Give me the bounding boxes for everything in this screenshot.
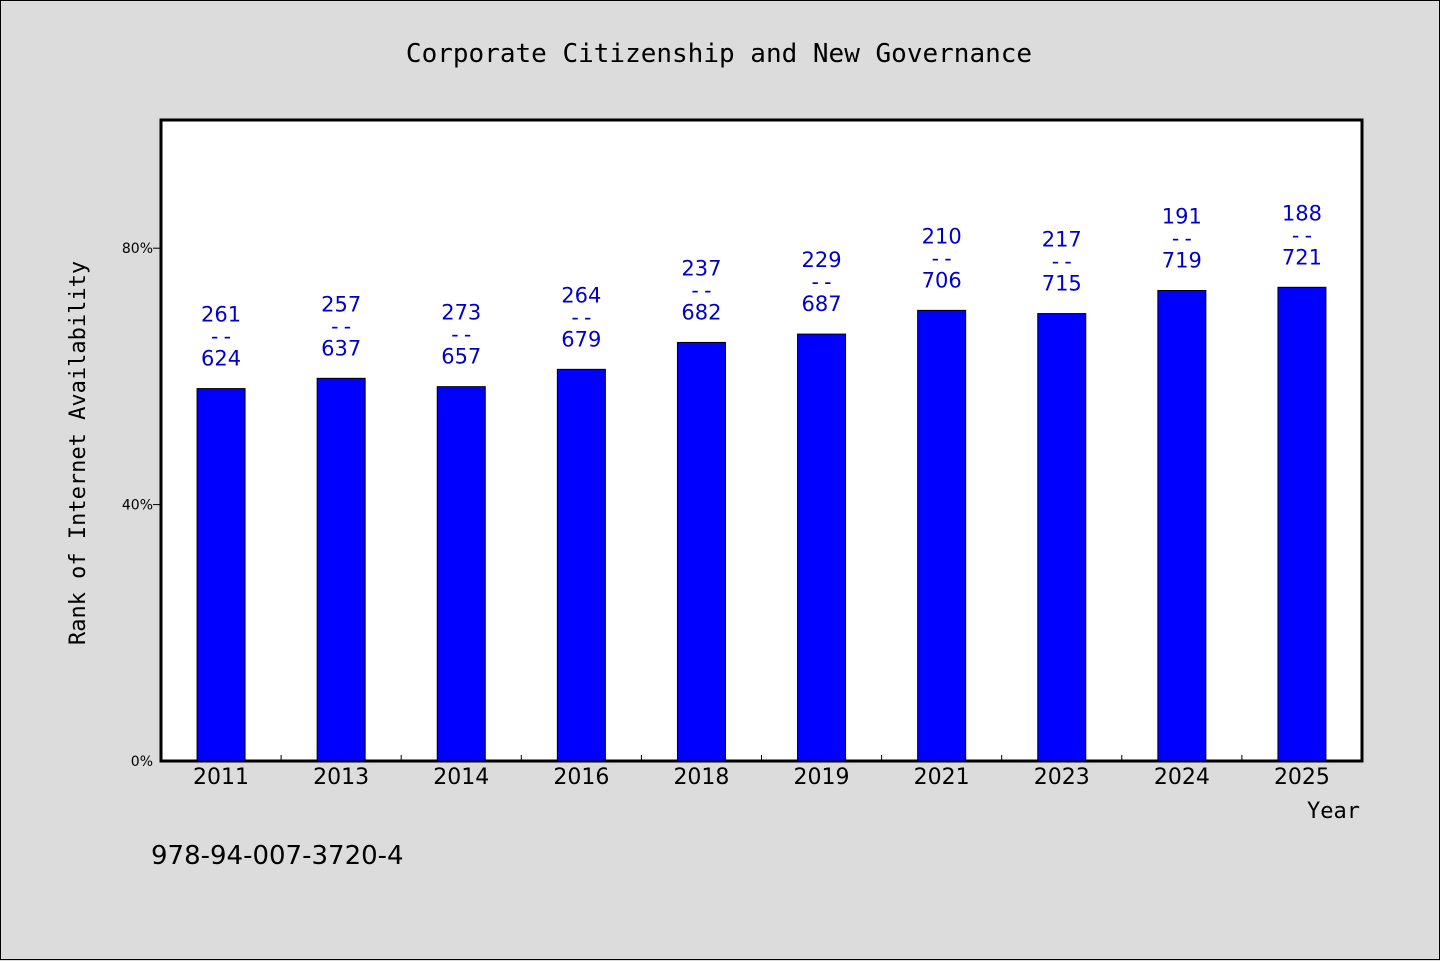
bar-labels-group: 261--624257--637273--657264--679237--682… xyxy=(201,201,1322,370)
chart-title: Corporate Citizenship and New Governance xyxy=(406,39,1032,69)
bar-label-top-2014: 273 xyxy=(441,301,481,325)
bar-label-top-2018: 237 xyxy=(681,256,721,280)
bar-label-sep-2016: -- xyxy=(569,305,594,329)
bar-label-sep-2014: -- xyxy=(449,323,474,347)
bar-label-sep-2018: -- xyxy=(689,278,714,302)
bar-label-bottom-2014: 657 xyxy=(441,345,481,369)
x-tick-label-2018: 2018 xyxy=(673,765,729,790)
bar-label-sep-2021: -- xyxy=(929,246,954,270)
bar-2013 xyxy=(316,377,366,762)
footer-code: 978-94-007-3720-4 xyxy=(151,841,404,871)
bar-label-bottom-2013: 637 xyxy=(321,336,361,360)
y-tick-label: 0% xyxy=(131,754,153,770)
bar-label-sep-2011: -- xyxy=(208,325,233,349)
bar-label-bottom-2024: 719 xyxy=(1162,249,1202,273)
bar-2014 xyxy=(436,386,486,762)
bar-label-sep-2023: -- xyxy=(1049,250,1074,274)
x-tick-label-2024: 2024 xyxy=(1154,765,1210,790)
bar-label-bottom-2025: 721 xyxy=(1282,245,1322,269)
bar-2016 xyxy=(556,368,606,762)
bar-2025 xyxy=(1277,286,1327,762)
x-tick-label-2011: 2011 xyxy=(193,765,249,790)
x-tick-label-2021: 2021 xyxy=(914,765,970,790)
x-tick-label-2013: 2013 xyxy=(313,765,369,790)
bar-label-bottom-2018: 682 xyxy=(681,300,721,324)
bar-label-top-2025: 188 xyxy=(1282,201,1322,225)
bar-label-sep-2019: -- xyxy=(809,270,834,294)
bar-label-top-2016: 264 xyxy=(561,283,601,307)
bar-label-top-2011: 261 xyxy=(201,303,241,327)
y-tick-label: 40% xyxy=(122,498,153,514)
y-tick-label: 80% xyxy=(122,241,153,257)
bar-2011 xyxy=(196,388,246,762)
y-axis-label: Rank of Internet Availability xyxy=(66,261,91,645)
bar-label-bottom-2016: 679 xyxy=(561,327,601,351)
bar-label-bottom-2019: 687 xyxy=(802,292,842,316)
bar-label-top-2013: 257 xyxy=(321,292,361,316)
y-axis-ticks: 0% 40% 80% xyxy=(122,241,161,770)
x-tick-label-2014: 2014 xyxy=(433,765,489,790)
bar-label-top-2024: 191 xyxy=(1162,205,1202,229)
x-tick-label-2019: 2019 xyxy=(794,765,850,790)
bars-group xyxy=(196,286,1327,762)
bar-label-top-2019: 229 xyxy=(802,248,842,272)
bar-label-sep-2024: -- xyxy=(1169,227,1194,251)
bar-2023 xyxy=(1037,313,1087,762)
bar-label-sep-2013: -- xyxy=(329,314,354,338)
bar-2018 xyxy=(676,341,726,762)
bar-label-bottom-2023: 715 xyxy=(1042,272,1082,296)
bar-label-top-2023: 217 xyxy=(1042,228,1082,252)
bar-label-bottom-2011: 624 xyxy=(201,347,241,371)
bar-label-sep-2025: -- xyxy=(1289,223,1314,247)
x-tick-label-2016: 2016 xyxy=(553,765,609,790)
x-axis-label: Year xyxy=(1307,799,1360,824)
bar-2021 xyxy=(917,309,967,762)
x-axis-ticks: 2011 2013 2014 2016 2018 2019 2021 2023 2024 2025 xyxy=(193,755,1330,790)
bar-2019 xyxy=(797,333,847,762)
bar-label-top-2021: 210 xyxy=(922,224,962,248)
bar-label-bottom-2021: 706 xyxy=(922,268,962,292)
x-tick-label-2023: 2023 xyxy=(1034,765,1090,790)
x-tick-label-2025: 2025 xyxy=(1274,765,1330,790)
bar-2024 xyxy=(1157,290,1207,762)
